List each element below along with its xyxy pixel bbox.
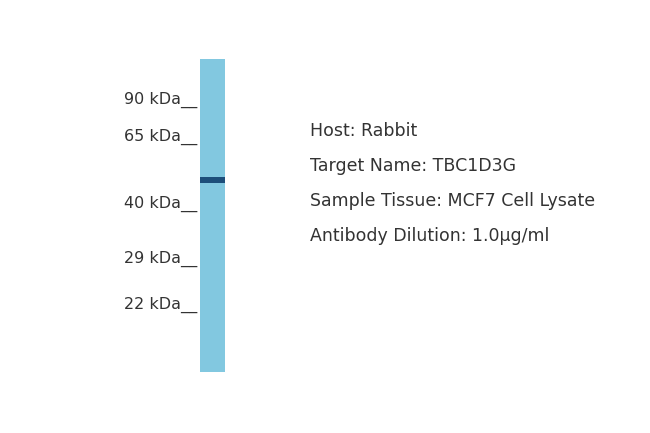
Text: 40 kDa__: 40 kDa__: [124, 196, 197, 212]
Text: Antibody Dilution: 1.0µg/ml: Antibody Dilution: 1.0µg/ml: [311, 227, 550, 245]
Text: 29 kDa__: 29 kDa__: [124, 251, 197, 267]
Bar: [200, 58, 225, 372]
Text: 65 kDa__: 65 kDa__: [124, 129, 197, 145]
Bar: [200, 178, 225, 183]
Text: Target Name: TBC1D3G: Target Name: TBC1D3G: [311, 157, 517, 175]
Text: 22 kDa__: 22 kDa__: [124, 297, 197, 313]
Text: Sample Tissue: MCF7 Cell Lysate: Sample Tissue: MCF7 Cell Lysate: [311, 192, 595, 210]
Text: Host: Rabbit: Host: Rabbit: [311, 122, 418, 140]
Text: 90 kDa__: 90 kDa__: [124, 92, 197, 108]
